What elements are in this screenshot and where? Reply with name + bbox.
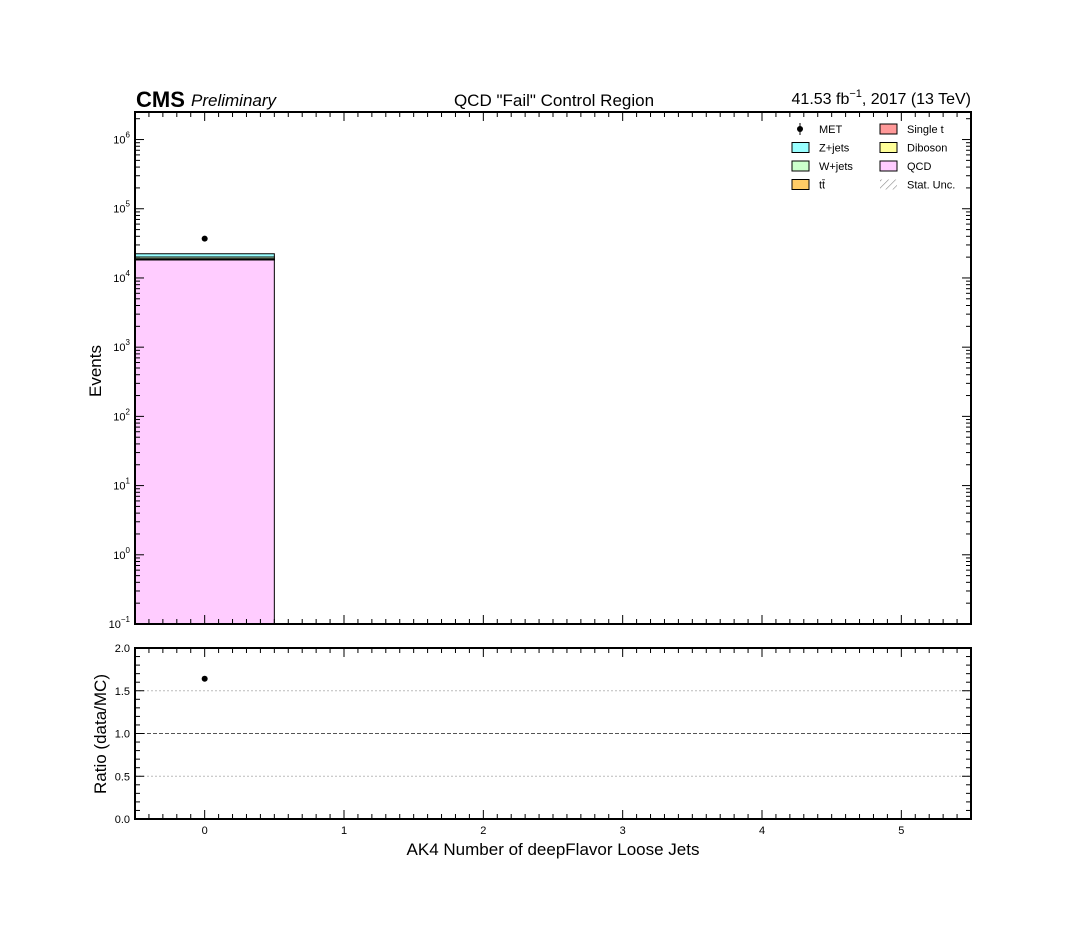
chart-title: QCD "Fail" Control Region <box>454 91 654 110</box>
ytick-label-exponent: −1 <box>121 615 131 624</box>
ytick-label-base: 10 <box>109 619 121 631</box>
legend-qcd-swatch <box>879 160 898 172</box>
legend-tt-swatch <box>791 179 810 190</box>
ytick-label-exponent: 1 <box>126 477 131 486</box>
ratio-ytick-label: 0.5 <box>115 771 130 783</box>
ytick-label: 10−1 <box>109 615 131 631</box>
ratio-panel: 0.0 0.5 1.0 1.5 2.0 0 1 2 3 4 5 Ratio (data/MC) A… <box>91 643 972 859</box>
lumi-label: 41.53 fb−1, 2017 (13 TeV) <box>792 88 971 108</box>
ytick-label: 103 <box>113 338 130 354</box>
legend-w-jets-swatch <box>791 160 810 172</box>
x-axis-label: AK4 Number of deepFlavor Loose Jets <box>407 840 700 859</box>
ratio-points <box>201 675 208 682</box>
ytick-label: 101 <box>113 477 130 493</box>
xtick-label: 5 <box>898 825 904 837</box>
legend-diboson-label: Diboson <box>907 143 947 155</box>
ytick-label: 104 <box>113 269 130 285</box>
legend-qcd-label: QCD <box>907 161 932 173</box>
ytick-label-base: 10 <box>113 135 125 147</box>
xtick-label: 0 <box>202 825 208 837</box>
legend-tt-label: tt̄ <box>819 179 825 191</box>
lumi-value: 41.53 fb <box>792 91 850 108</box>
xtick-label: 3 <box>620 825 626 837</box>
ytick-label-exponent: 4 <box>126 269 131 278</box>
legend-diboson-swatch <box>879 142 898 153</box>
ratio-grid <box>135 690 971 777</box>
ytick-label-base: 10 <box>113 550 125 562</box>
cms-label: CMS <box>136 87 185 112</box>
ratio-ytick-labels: 0.0 0.5 1.0 1.5 2.0 <box>115 643 130 826</box>
y-axis-label-main: Events <box>86 345 105 397</box>
legend-met-label: MET <box>819 124 843 136</box>
y-axis-label-ratio: Ratio (data/MC) <box>91 674 110 794</box>
legend-stat-unc-swatch <box>880 179 897 190</box>
xtick-labels: 0 1 2 3 4 5 <box>202 825 905 837</box>
preliminary-label: Preliminary <box>191 91 278 110</box>
ytick-label-base: 10 <box>113 342 125 354</box>
ytick-label-exponent: 6 <box>126 131 131 140</box>
ytick-label-exponent: 0 <box>126 546 131 555</box>
legend-z-jets-label: Z+jets <box>819 143 850 155</box>
ratio-ytick-label: 1.5 <box>115 686 130 698</box>
ratio-ytick-label: 2.0 <box>115 643 130 655</box>
lumi-exponent: −1 <box>849 88 862 100</box>
ytick-label: 102 <box>113 407 130 423</box>
ytick-label-base: 10 <box>113 204 125 216</box>
legend-stat-unc-label: Stat. Unc. <box>907 180 955 192</box>
legend-met-marker <box>797 126 803 132</box>
ytick-label: 100 <box>113 546 130 562</box>
data-point-bin-0 <box>201 235 208 242</box>
ratio-ticks <box>134 647 972 820</box>
ytick-label: 105 <box>113 200 130 216</box>
ytick-label-exponent: 3 <box>126 338 131 347</box>
legend-w-jets-label: W+jets <box>819 161 853 173</box>
stack-bars <box>134 253 275 625</box>
legend-single-t-swatch <box>879 123 898 135</box>
bar-qcd-bin-0 <box>134 258 275 625</box>
xtick-label: 2 <box>480 825 486 837</box>
data-points <box>201 235 208 242</box>
ytick-label-exponent: 5 <box>126 200 131 209</box>
ytick-label-base: 10 <box>113 273 125 285</box>
xtick-label: 4 <box>759 825 765 837</box>
ytick-label-base: 10 <box>113 481 125 493</box>
ratio-point-bin-0 <box>201 675 208 682</box>
ratio-ytick-label: 0.0 <box>115 814 130 826</box>
legend-z-jets-swatch <box>791 142 810 153</box>
main-ticks <box>134 112 972 625</box>
legend: MET Single t Z+jets Diboson W+jets QCD tt̄ Stat… <box>791 123 955 192</box>
bar-z-jets-bin-0 <box>134 253 275 258</box>
ytick-label: 106 <box>113 131 130 147</box>
ytick-label-exponent: 2 <box>126 407 131 416</box>
lumi-suffix: , 2017 (13 TeV) <box>862 91 971 108</box>
ratio-ytick-label: 1.0 <box>115 729 130 741</box>
xtick-label: 1 <box>341 825 347 837</box>
ytick-label-base: 10 <box>113 411 125 423</box>
legend-single-t-label: Single t <box>907 124 944 136</box>
